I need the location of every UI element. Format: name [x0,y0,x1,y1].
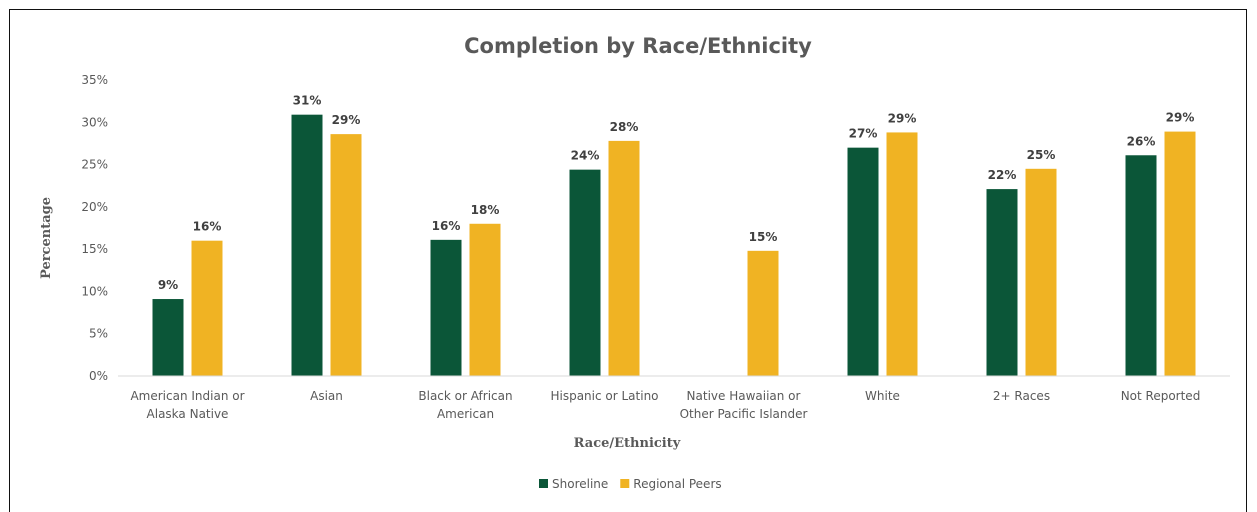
data-label: 15% [749,230,778,244]
y-tick-label: 5% [89,327,108,341]
y-tick-label: 30% [81,115,108,129]
data-label: 27% [849,127,878,141]
x-tick-label: Black or African [418,389,512,403]
y-axis-title: Percentage [39,197,54,279]
y-tick-label: 25% [81,158,108,172]
bar-shoreline [1125,155,1157,376]
y-tick-label: 15% [81,242,108,256]
bar-regional-peers [469,223,501,376]
x-tick-label: Hispanic or Latino [550,389,658,403]
bar-regional-peers [1025,168,1057,376]
data-label: 18% [471,203,500,217]
x-tick-label: American [437,407,494,421]
x-tick-label: Not Reported [1121,389,1201,403]
legend-swatch-shoreline [539,479,548,488]
y-tick-label: 10% [81,284,108,298]
x-tick-label: American Indian or [130,389,244,403]
data-label: 24% [571,149,600,163]
data-label: 16% [432,219,461,233]
bar-regional-peers [747,250,779,376]
data-label: 29% [888,111,917,125]
bar-shoreline [986,189,1018,376]
bar-shoreline [430,239,462,376]
bar-regional-peers [191,240,223,376]
x-tick-label: Asian [310,389,343,403]
x-tick-label: Other Pacific Islander [680,407,808,421]
bar-shoreline [152,299,184,376]
data-label: 16% [193,220,222,234]
chart-svg: Completion by Race/Ethnicity 0% 5% 10% 15% 2… [39,34,1230,491]
data-label: 28% [610,120,639,134]
bar-shoreline [847,147,879,376]
legend: Shoreline Regional Peers [539,477,722,491]
bar-regional-peers [330,134,362,376]
data-labels-group: 9% 16% 31% 29% 16% 18% 24% 28% 15% 27% 29% 22% 25% 26… [158,94,1195,292]
x-axis-ticks: American Indian or Alaska Native Asian Blac… [130,389,1200,421]
chart-container: Completion by Race/Ethnicity 0% 5% 10% 15% 2… [9,9,1247,512]
bars-group [152,114,1196,376]
x-tick-label: Alaska Native [147,407,229,421]
legend-label: Regional Peers [633,477,721,491]
y-tick-label: 35% [81,73,108,87]
bar-regional-peers [1164,131,1196,376]
x-tick-label: Native Hawaiian or [687,389,801,403]
bar-regional-peers [886,132,918,376]
x-axis-title: Race/Ethnicity [574,436,681,451]
chart-title: Completion by Race/Ethnicity [464,34,812,58]
x-tick-label: 2+ Races [993,389,1050,403]
legend-label: Shoreline [552,477,608,491]
y-tick-label: 0% [89,369,108,383]
data-label: 25% [1027,148,1056,162]
bar-shoreline [291,114,323,376]
x-tick-label: White [865,389,900,403]
legend-swatch-regional-peers [620,479,630,488]
bar-shoreline [569,169,601,376]
data-label: 29% [332,113,361,127]
bar-regional-peers [608,140,640,376]
y-axis-ticks: 0% 5% 10% 15% 20% 25% 30% 35% [81,73,108,383]
data-label: 9% [158,278,178,292]
data-label: 22% [988,168,1017,182]
y-tick-label: 20% [81,200,108,214]
data-label: 29% [1166,111,1195,125]
data-label: 31% [293,94,322,108]
data-label: 26% [1127,134,1156,148]
